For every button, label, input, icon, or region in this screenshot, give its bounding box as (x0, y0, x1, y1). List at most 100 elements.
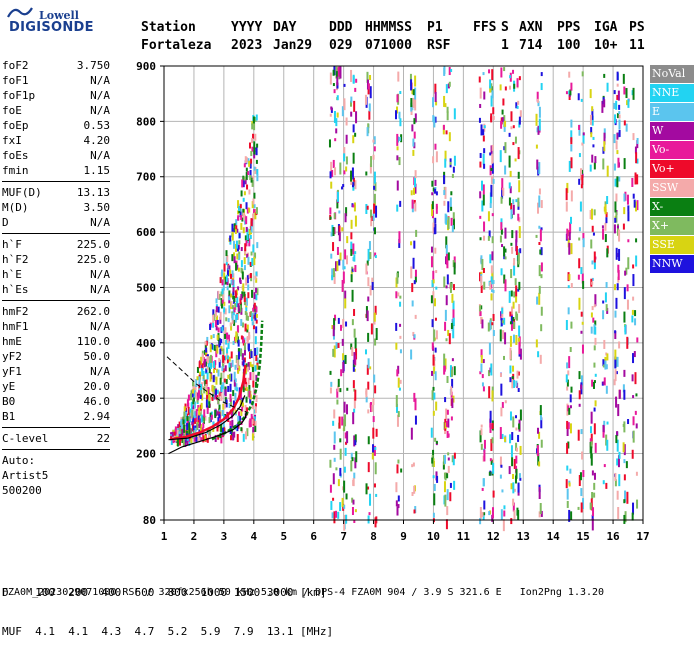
interference-point (334, 138, 337, 142)
param-row: h`F 225.0 (2, 237, 110, 252)
echo-point (216, 345, 219, 354)
interference-point (396, 272, 399, 284)
echo-point (248, 160, 251, 167)
interference-point (447, 452, 450, 456)
param-row: C-level 22 (2, 431, 110, 446)
interference-point (331, 170, 334, 178)
echo-point (237, 254, 240, 261)
echo-point (235, 262, 238, 271)
interference-point (624, 490, 627, 503)
interference-point (538, 225, 541, 229)
legend-item-vo: Vo+ (650, 160, 694, 178)
interference-point (371, 404, 374, 412)
interference-point (614, 201, 617, 213)
interference-point (519, 409, 522, 421)
interference-point (515, 285, 518, 297)
interference-point (488, 342, 491, 355)
interference-point (480, 363, 483, 373)
interference-point (397, 495, 400, 502)
echo-point (214, 320, 217, 328)
interference-point (432, 156, 435, 164)
echo-point (199, 424, 202, 433)
interference-point (613, 379, 616, 386)
interference-point (636, 337, 639, 343)
interference-point (332, 325, 335, 337)
interference-point (594, 442, 597, 453)
interference-point (374, 255, 377, 259)
echo-point (210, 343, 213, 350)
param-label: hmF1 (2, 320, 29, 333)
interference-point (332, 348, 335, 357)
param-label: D (2, 216, 9, 229)
interference-point (509, 434, 512, 444)
echo-point (201, 363, 204, 370)
interference-point (540, 439, 543, 448)
echo-point (233, 256, 236, 264)
interference-point (617, 404, 620, 417)
interference-point (517, 197, 520, 207)
interference-point (451, 398, 454, 409)
interference-point (602, 310, 605, 320)
interference-point (354, 457, 357, 469)
interference-point (603, 73, 606, 78)
interference-point (489, 203, 492, 209)
interference-point (396, 506, 399, 516)
interference-point (504, 142, 507, 154)
interference-point (540, 200, 543, 209)
interference-point (624, 270, 627, 276)
interference-point (483, 512, 486, 516)
echo-point (220, 392, 223, 401)
interference-point (337, 342, 340, 348)
interference-point (594, 156, 597, 164)
echo-point (240, 247, 243, 252)
interference-point (623, 120, 626, 126)
interference-point (512, 262, 515, 267)
param-label: foEp (2, 119, 29, 132)
echo-point (197, 434, 200, 442)
echo-point (232, 295, 235, 300)
interference-point (431, 319, 434, 328)
interference-point (431, 204, 434, 217)
interference-point (353, 352, 356, 365)
interference-point (517, 337, 520, 342)
interference-point (345, 156, 348, 165)
interference-point (451, 455, 454, 463)
echo-point (217, 417, 220, 426)
echo-point (244, 377, 247, 386)
interference-point (618, 129, 621, 137)
interference-point (568, 482, 571, 487)
param-note: Auto: (2, 454, 36, 467)
interference-point (601, 100, 604, 113)
interference-point (539, 249, 542, 255)
interference-point (618, 474, 621, 487)
interference-point (373, 203, 376, 214)
interference-point (487, 322, 490, 332)
echo-point (253, 147, 256, 155)
interference-point (331, 268, 334, 279)
echo-point (236, 245, 239, 252)
interference-point (591, 154, 594, 163)
echo-point (239, 279, 242, 284)
echo-point (219, 316, 222, 324)
echo-point (213, 394, 216, 400)
echo-point (239, 399, 242, 406)
echo-point (248, 273, 251, 278)
echo-point (212, 361, 215, 369)
interference-point (518, 281, 521, 290)
echo-point (231, 359, 234, 367)
interference-point (444, 103, 447, 108)
interference-point (593, 259, 596, 270)
interference-point (635, 152, 638, 164)
echo-point (202, 422, 205, 428)
interference-point (453, 480, 456, 490)
topside-extrapolation (166, 356, 247, 413)
interference-point (410, 79, 413, 91)
echo-point (194, 427, 197, 436)
interference-point (432, 410, 435, 416)
interference-point (374, 446, 377, 450)
interference-point (491, 422, 494, 429)
header-values-10: 10+ (594, 38, 618, 53)
interference-point (367, 486, 370, 490)
interference-point (351, 167, 354, 180)
echo-point (250, 158, 253, 164)
